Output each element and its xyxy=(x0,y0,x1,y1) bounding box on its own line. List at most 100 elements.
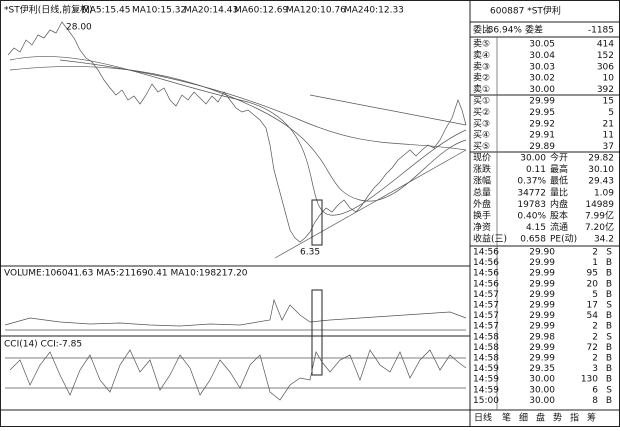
trade-volume: 2 xyxy=(592,332,598,342)
trade-volume: 20 xyxy=(587,279,599,289)
ma-label: MA240:12.33 xyxy=(344,6,404,16)
tab[interactable]: 日线 xyxy=(474,412,492,424)
trade-volume: 2 xyxy=(592,322,598,332)
trade-volume: 2 xyxy=(592,248,598,258)
book-volume: 5 xyxy=(608,108,614,118)
tab[interactable]: 细 xyxy=(519,412,528,424)
trade-volume: 95 xyxy=(587,269,598,279)
ratio-value: -1185 xyxy=(588,26,614,36)
trade-price: 29.99 xyxy=(529,343,555,353)
trade-side: B xyxy=(606,279,612,289)
trade-side: B xyxy=(606,258,612,268)
trade-price: 29.99 xyxy=(529,301,555,311)
trade-time: 14:58 xyxy=(473,354,499,364)
panel-title: 600887 *ST伊利 xyxy=(490,5,561,17)
trade-side: S xyxy=(606,248,612,258)
trade-volume: 2 xyxy=(592,354,598,364)
stat-value: 1.09 xyxy=(594,188,614,198)
ma-label: MA20:14.43 xyxy=(184,6,238,16)
book-price: 29.99 xyxy=(529,97,555,107)
stat-value: 29.43 xyxy=(588,177,614,187)
trade-price: 29.90 xyxy=(529,248,555,258)
trade-time: 14:56 xyxy=(473,248,499,258)
trade-volume: 130 xyxy=(581,375,598,385)
book-volume: 11 xyxy=(603,131,614,141)
trade-side: B xyxy=(606,322,612,332)
trade-time: 14:59 xyxy=(473,375,499,385)
stat-value: 0.40% xyxy=(517,212,546,222)
book-price: 29.95 xyxy=(529,108,555,118)
stat-value: 29.82 xyxy=(588,154,614,164)
trade-time: 14:57 xyxy=(473,301,499,311)
trend-line xyxy=(274,149,467,259)
trade-price: 29.99 xyxy=(529,354,555,364)
stat-label: 涨跌 xyxy=(473,164,491,175)
stat-label: 流通 xyxy=(550,221,568,233)
trade-side: S xyxy=(606,301,612,311)
stat-value: 0.37% xyxy=(517,177,546,187)
stat-label: 现价 xyxy=(473,153,491,164)
trade-price: 29.99 xyxy=(529,258,555,268)
book-price: 30.00 xyxy=(529,85,555,95)
book-label: 卖④ xyxy=(473,50,490,61)
stat-value: 0.11 xyxy=(526,165,546,175)
stat-label: 最高 xyxy=(550,163,568,175)
stat-value: 30.10 xyxy=(588,165,614,175)
trade-side: B xyxy=(606,343,612,353)
book-volume: 10 xyxy=(603,74,615,84)
volume-bars xyxy=(4,298,467,327)
book-volume: 37 xyxy=(603,142,614,152)
trade-time: 14:59 xyxy=(473,364,499,374)
tab[interactable]: 笔 xyxy=(502,412,511,424)
chart-name: *ST伊利(日线,前复权) xyxy=(4,4,93,16)
trade-time: 14:57 xyxy=(473,290,499,300)
cci-header: CCI(14) CCI:-7.85 xyxy=(4,340,82,350)
trade-side: B xyxy=(606,290,612,300)
book-price: 29.89 xyxy=(529,142,555,152)
trend-line xyxy=(309,94,467,126)
book-price: 30.05 xyxy=(529,40,555,50)
book-label: 买⑤ xyxy=(473,141,490,152)
book-label: 卖⑤ xyxy=(473,39,490,50)
stat-label: 量比 xyxy=(550,186,568,198)
tab[interactable]: 筹 xyxy=(587,412,596,424)
stat-label: 净资 xyxy=(473,221,491,233)
tab[interactable]: 指 xyxy=(570,412,579,424)
trade-price: 30.00 xyxy=(529,396,555,406)
trade-side: B xyxy=(606,364,612,374)
trade-price: 29.99 xyxy=(529,290,555,300)
stat-value: 14989 xyxy=(585,200,614,210)
stat-value: 30.00 xyxy=(520,154,546,164)
trade-price: 30.00 xyxy=(529,385,555,395)
trade-time: 15:00 xyxy=(473,396,499,406)
stat-label: 收益(三) xyxy=(473,233,507,245)
trade-time: 14:59 xyxy=(473,385,499,395)
trade-side: B xyxy=(606,354,612,364)
ma-label: MA120:10.76 xyxy=(286,6,346,16)
trade-side: B xyxy=(606,396,612,406)
book-label: 买① xyxy=(473,96,490,107)
ratio-label: 委差 xyxy=(525,24,543,36)
stat-value: 0.658 xyxy=(520,235,546,245)
high-note: 28.00 xyxy=(66,23,92,33)
book-volume: 15 xyxy=(603,97,614,107)
trade-volume: 17 xyxy=(587,301,598,311)
low-note: 6.35 xyxy=(300,248,320,258)
trade-volume: 72 xyxy=(587,343,598,353)
stat-value: 7.99亿 xyxy=(585,210,614,222)
stat-value: 34.2 xyxy=(594,235,614,245)
trade-price: 29.98 xyxy=(529,332,555,342)
trade-price: 29.35 xyxy=(529,364,555,374)
trade-time: 14:56 xyxy=(473,279,499,289)
stat-value: 7.20亿 xyxy=(585,221,614,233)
stat-value: 34772 xyxy=(517,188,546,198)
tab[interactable]: 势 xyxy=(553,412,562,424)
trade-side: B xyxy=(606,375,612,385)
trade-time: 14:58 xyxy=(473,343,499,353)
trade-price: 29.99 xyxy=(529,269,555,279)
ma-line xyxy=(9,56,467,216)
book-price: 29.92 xyxy=(529,119,555,129)
tab[interactable]: 盘 xyxy=(536,412,545,424)
trade-volume: 3 xyxy=(592,364,598,374)
trade-volume: 54 xyxy=(587,311,599,321)
